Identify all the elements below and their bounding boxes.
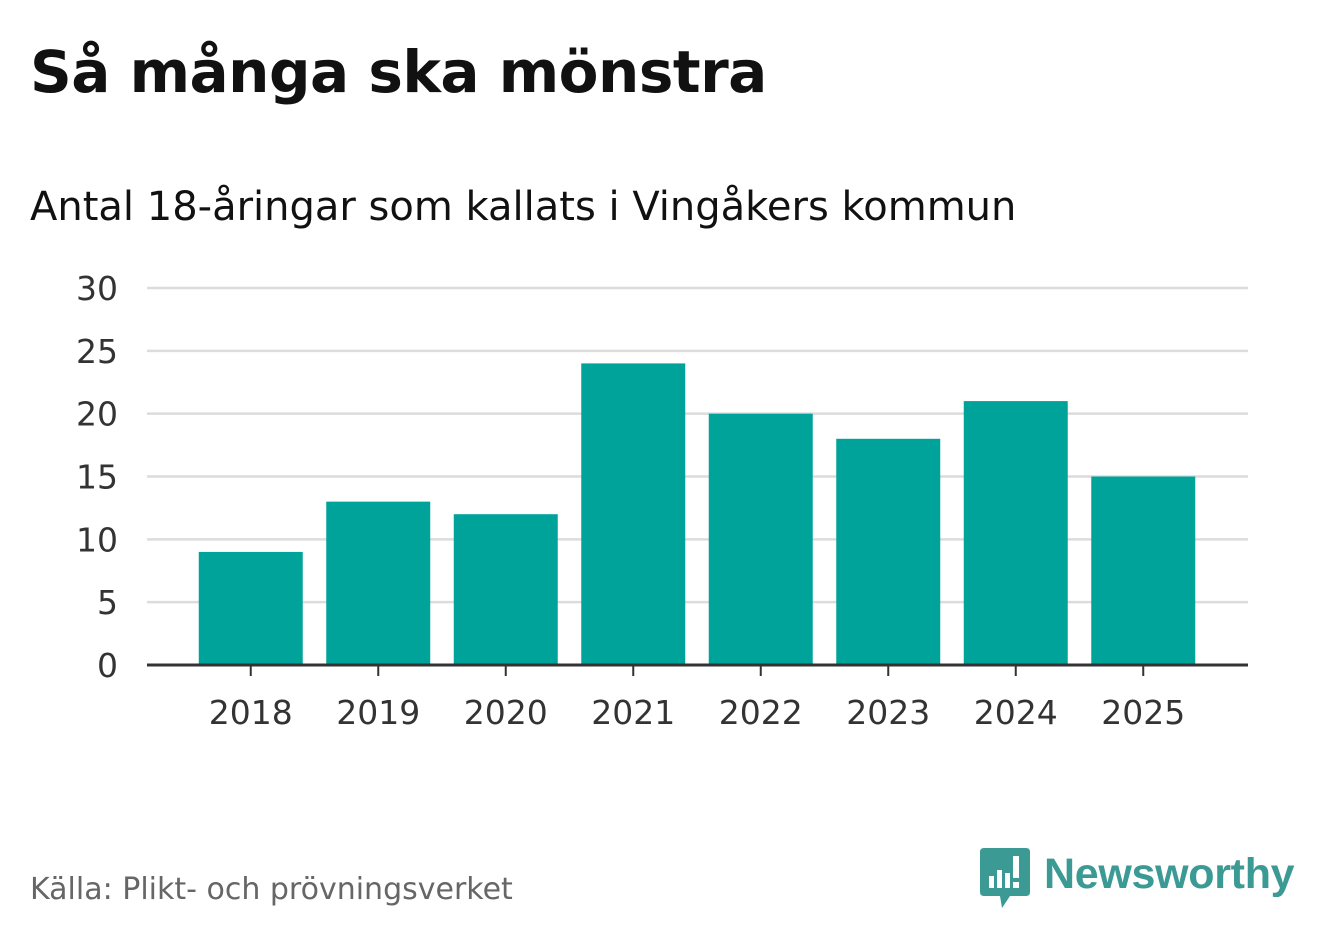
- x-tick-label-2024: 2024: [974, 693, 1058, 732]
- bar-2025: [1091, 476, 1196, 665]
- bar-2023: [836, 438, 941, 665]
- bar-2020: [453, 514, 558, 665]
- brand-name: Newsworthy: [1044, 850, 1295, 898]
- newsworthy-chat-chart-icon: [980, 848, 1030, 908]
- x-tick-label-2022: 2022: [719, 693, 803, 732]
- x-tick-label-2025: 2025: [1101, 693, 1185, 732]
- y-tick-label-15: 15: [76, 458, 118, 497]
- y-axis-tick-labels: 0 5 10 15 20 25 30: [76, 269, 118, 685]
- bar-2022: [708, 413, 813, 665]
- y-tick-label-25: 25: [76, 332, 118, 371]
- y-tick-label-30: 30: [76, 269, 118, 308]
- bar-2021: [581, 363, 686, 665]
- chart-subtitle: Antal 18-åringar som kallats i Vingåkers…: [30, 184, 1017, 230]
- x-tick-label-2018: 2018: [209, 693, 293, 732]
- bar-2024: [963, 401, 1068, 665]
- bars: [198, 363, 1196, 665]
- grid-lines: [147, 286, 1248, 604]
- x-tick-label-2019: 2019: [336, 693, 420, 732]
- source-note: Källa: Plikt- och prövningsverket: [30, 872, 513, 907]
- y-tick-label-5: 5: [97, 583, 118, 622]
- y-tick-label-20: 20: [76, 395, 118, 434]
- bar-2018: [198, 551, 303, 665]
- x-tick-label-2020: 2020: [464, 693, 548, 732]
- chart-title: Så många ska mönstra: [30, 38, 767, 106]
- x-tick-label-2023: 2023: [846, 693, 930, 732]
- y-tick-label-10: 10: [76, 520, 118, 559]
- bar-2019: [326, 501, 431, 665]
- x-tick-label-2021: 2021: [591, 693, 675, 732]
- newsworthy-logo: Newsworthy: [980, 848, 1295, 912]
- x-axis: [147, 663, 1248, 676]
- x-axis-tick-labels: 2018 2019 2020 2021 2022 2023 2024 2025: [209, 693, 1185, 732]
- y-tick-label-0: 0: [97, 646, 118, 685]
